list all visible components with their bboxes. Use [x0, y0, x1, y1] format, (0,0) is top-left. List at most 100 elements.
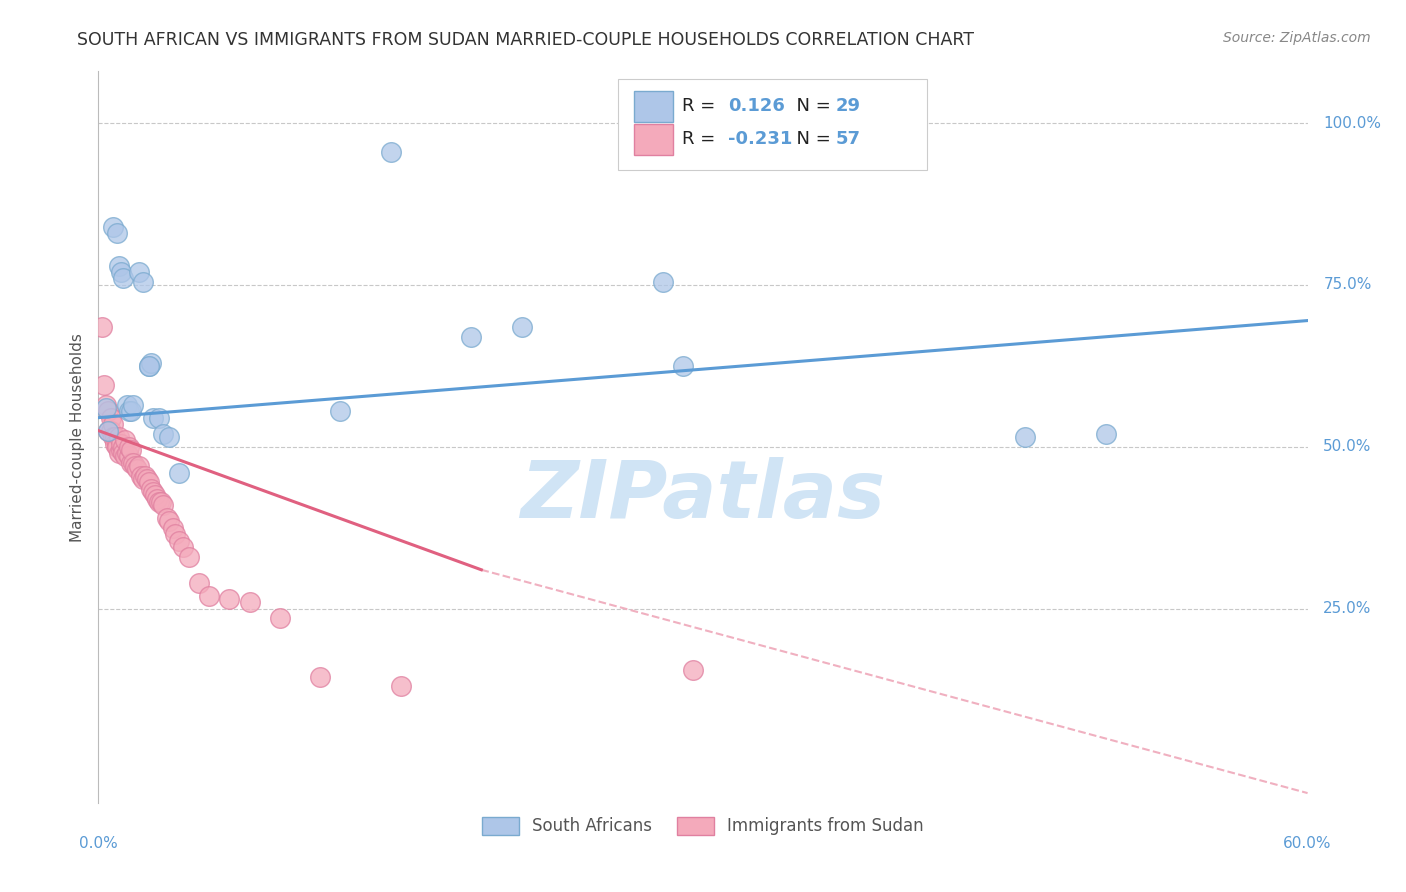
Point: [672, 359, 695, 373]
Point: [132, 472, 155, 486]
Point: [111, 446, 134, 460]
Point: [111, 271, 134, 285]
Point: [128, 459, 150, 474]
Text: 100.0%: 100.0%: [1323, 116, 1381, 130]
Point: [510, 320, 533, 334]
Point: [107, 430, 129, 444]
Point: [115, 446, 138, 460]
Point: [139, 356, 162, 370]
Point: [128, 265, 150, 279]
Point: [218, 591, 240, 606]
Point: [389, 679, 412, 693]
Point: [460, 330, 482, 344]
Point: [120, 443, 142, 458]
Point: [125, 462, 148, 476]
Text: 25.0%: 25.0%: [1323, 601, 1372, 616]
FancyBboxPatch shape: [634, 91, 672, 122]
Point: [138, 359, 160, 373]
Point: [134, 469, 156, 483]
Point: [120, 404, 142, 418]
Point: [138, 475, 160, 490]
Point: [132, 275, 155, 289]
Point: [96, 401, 118, 415]
Text: R =: R =: [682, 130, 721, 148]
Point: [129, 469, 152, 483]
Point: [1014, 430, 1036, 444]
Point: [101, 430, 124, 444]
Point: [329, 404, 352, 418]
Text: R =: R =: [682, 97, 721, 115]
Point: [111, 440, 134, 454]
Point: [188, 575, 211, 590]
Point: [142, 410, 165, 425]
Point: [110, 436, 132, 450]
Text: 29: 29: [837, 97, 860, 115]
Text: N =: N =: [785, 130, 837, 148]
Point: [101, 219, 124, 234]
Legend: South Africans, Immigrants from Sudan: South Africans, Immigrants from Sudan: [475, 810, 931, 842]
Point: [97, 424, 120, 438]
Point: [146, 491, 169, 506]
Point: [135, 472, 157, 486]
Point: [107, 446, 129, 460]
Text: 0.126: 0.126: [728, 97, 786, 115]
Text: 60.0%: 60.0%: [1284, 836, 1331, 851]
Point: [107, 259, 129, 273]
Point: [105, 436, 128, 450]
Point: [96, 398, 118, 412]
Point: [142, 485, 165, 500]
Point: [115, 398, 138, 412]
Point: [172, 540, 194, 554]
FancyBboxPatch shape: [634, 124, 672, 154]
Point: [124, 459, 146, 474]
Point: [156, 511, 179, 525]
Point: [157, 514, 180, 528]
Point: [91, 320, 114, 334]
Point: [103, 436, 125, 450]
Point: [114, 434, 136, 448]
Point: [152, 498, 174, 512]
Point: [239, 595, 262, 609]
Point: [105, 226, 128, 240]
Text: -0.231: -0.231: [728, 130, 793, 148]
Text: 75.0%: 75.0%: [1323, 277, 1372, 293]
Point: [682, 663, 704, 677]
Point: [103, 430, 125, 444]
Point: [100, 424, 122, 438]
Point: [269, 611, 291, 625]
Point: [101, 417, 124, 431]
FancyBboxPatch shape: [619, 78, 927, 170]
Point: [163, 527, 186, 541]
Point: [100, 410, 122, 425]
Point: [143, 488, 166, 502]
Point: [93, 378, 115, 392]
Point: [179, 549, 201, 564]
Point: [1095, 426, 1118, 441]
Point: [651, 275, 673, 289]
Point: [157, 430, 180, 444]
Point: [118, 404, 141, 418]
Text: ZIPatlas: ZIPatlas: [520, 457, 886, 534]
Text: 57: 57: [837, 130, 860, 148]
Point: [110, 265, 132, 279]
Point: [121, 398, 143, 412]
Point: [139, 482, 162, 496]
Point: [138, 359, 160, 373]
Point: [118, 440, 141, 454]
Point: [118, 450, 141, 464]
Point: [149, 495, 172, 509]
Point: [167, 466, 190, 480]
Point: [380, 145, 402, 160]
Text: SOUTH AFRICAN VS IMMIGRANTS FROM SUDAN MARRIED-COUPLE HOUSEHOLDS CORRELATION CHA: SOUTH AFRICAN VS IMMIGRANTS FROM SUDAN M…: [77, 31, 974, 49]
Text: 50.0%: 50.0%: [1323, 439, 1372, 454]
Point: [105, 440, 128, 454]
Point: [120, 456, 142, 470]
Point: [309, 669, 332, 683]
Point: [167, 533, 190, 548]
Point: [148, 410, 170, 425]
Point: [162, 521, 184, 535]
Y-axis label: Married-couple Households: Married-couple Households: [69, 333, 84, 541]
Text: Source: ZipAtlas.com: Source: ZipAtlas.com: [1223, 31, 1371, 45]
Text: 0.0%: 0.0%: [79, 836, 118, 851]
Point: [114, 450, 136, 464]
